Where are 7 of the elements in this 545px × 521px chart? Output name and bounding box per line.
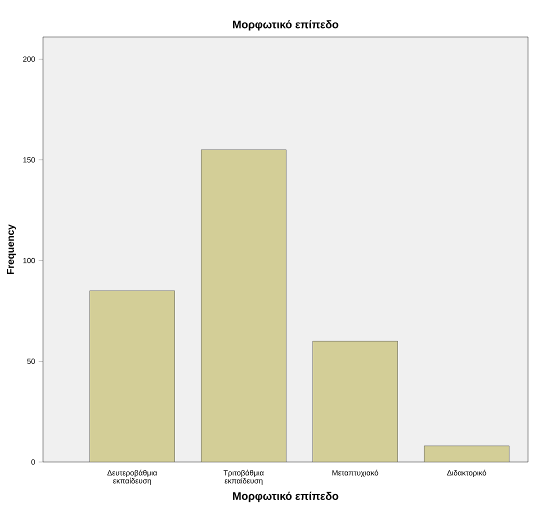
bar	[200, 150, 286, 462]
chart-title: Μορφωτικό επίπεδο	[233, 20, 338, 30]
bar	[424, 446, 510, 462]
bar	[90, 290, 175, 462]
x-axis-title: Μορφωτικό επίπεδο	[233, 492, 338, 502]
y-axis-title: Frequency	[6, 224, 16, 274]
bar	[312, 340, 398, 462]
